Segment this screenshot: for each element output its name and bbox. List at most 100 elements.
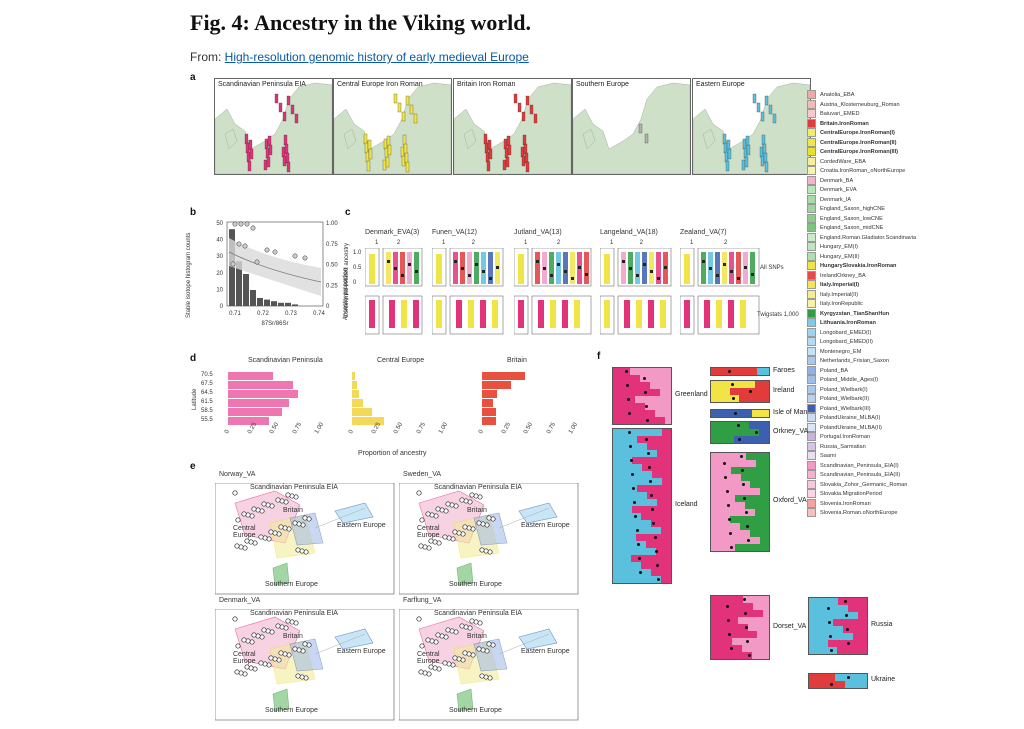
legend-swatch <box>807 299 816 308</box>
source-article-link[interactable]: High-resolution genomic history of early… <box>224 50 529 64</box>
point-estimate <box>387 260 390 263</box>
region-label: Russia <box>871 621 893 628</box>
ancestry-bar <box>407 252 412 284</box>
ancestry-segment <box>758 429 769 436</box>
column-number: 2 <box>396 240 401 246</box>
region-label-eastern: Eastern Europe <box>521 522 570 529</box>
point-estimate <box>489 277 492 280</box>
ancestry-bar <box>621 252 626 284</box>
point-estimate <box>731 383 735 386</box>
ancestry-segment <box>613 417 665 424</box>
map-panel: Britain Iron Roman <box>453 78 572 175</box>
legend-swatch <box>807 432 816 441</box>
point-estimate <box>716 274 719 277</box>
point-estimate <box>642 377 646 380</box>
x-tick: 0.71 <box>229 311 241 317</box>
point-estimate <box>747 654 751 657</box>
legend-item: Italy.Imperial(II) <box>807 289 858 299</box>
sample-marker <box>768 104 773 115</box>
sample-marker <box>759 146 764 158</box>
ancestry-bar <box>456 300 462 328</box>
ancestry-segment <box>613 457 633 464</box>
legend-swatch <box>807 99 816 109</box>
sample-marker <box>397 102 402 113</box>
sample-point <box>235 517 241 523</box>
ancestry-bar <box>604 300 610 328</box>
sample-point <box>418 543 424 549</box>
sample-point <box>258 534 264 540</box>
ancestry-bar <box>660 300 666 328</box>
legend-item: Kyrgyzstan_TianShanHun <box>807 308 890 318</box>
sample-point <box>419 517 425 523</box>
column-number: 1 <box>375 240 379 246</box>
x-tick: 0.72 <box>257 311 269 317</box>
x-tick: 0 <box>348 429 355 435</box>
sample-point <box>251 506 257 512</box>
y-axis-label-left: Stable isotope histogram counts <box>186 232 192 318</box>
y-tick-left: 40 <box>216 238 223 244</box>
point-estimate <box>709 267 712 270</box>
sample-marker <box>761 134 766 146</box>
legend-label: Poland_Wielbark(III) <box>820 405 871 412</box>
legend-label: England_Saxon_highCNE <box>820 205 885 212</box>
legend-item: CentralEurope.IronRoman(III) <box>807 147 898 156</box>
ancestry-segment <box>842 626 867 633</box>
region-label-britain: Britain <box>283 633 303 640</box>
point-estimate <box>496 266 499 269</box>
ancestry-bar <box>549 252 554 284</box>
sample-point <box>268 529 274 535</box>
ancestry-segment <box>711 523 740 530</box>
ancestry-bar <box>716 300 722 328</box>
sample-marker <box>485 151 490 163</box>
panel-label-d: d <box>190 353 197 364</box>
data-point <box>244 221 250 227</box>
histogram-bar <box>229 229 235 306</box>
point-estimate <box>742 483 746 486</box>
legend-swatch <box>807 242 816 251</box>
sample-marker <box>404 152 409 164</box>
panel-label-a: a <box>190 72 196 83</box>
sample-point <box>232 490 238 496</box>
ancestry-segment <box>852 633 867 640</box>
ancestry-segment <box>711 544 735 551</box>
legend-swatch <box>807 489 816 498</box>
sample-marker <box>383 138 388 150</box>
ancestry-bar <box>369 254 375 284</box>
sample-marker <box>762 143 767 155</box>
legend-label: Kyrgyzstan_TianShanHun <box>820 310 890 317</box>
map-title: Britain Iron Roman <box>457 81 516 88</box>
latitude-tick: 64.5 <box>201 390 213 396</box>
ancestry-segment <box>732 638 769 645</box>
sample-marker <box>405 161 410 173</box>
sample-point <box>261 627 267 633</box>
sample-point <box>302 515 308 521</box>
ancestry-segment <box>737 617 769 624</box>
sample-point <box>442 534 448 540</box>
region-label: Iceland <box>675 501 698 508</box>
ancestry-segment <box>644 403 671 410</box>
ancestry-bar <box>474 252 479 284</box>
point-estimate <box>749 390 753 393</box>
ancestry-segment <box>613 389 660 396</box>
region-ancestry-box <box>612 428 672 584</box>
ancestry-segment <box>656 499 671 506</box>
region-label-scandinavia: Scandinavian Peninsula EIA <box>250 610 338 617</box>
sample-marker <box>483 133 488 145</box>
ancestry-segment <box>613 569 651 576</box>
ancestry-bar <box>414 252 419 284</box>
sample-point <box>295 673 301 679</box>
sample-point <box>425 637 431 643</box>
point-estimate <box>742 598 746 601</box>
point-estimate <box>645 438 649 441</box>
legend-label: Baiuvari_EMED <box>820 110 860 117</box>
legend-label: Slovenia.Roman.oNorthEurope <box>820 509 898 516</box>
ancestry-segment <box>711 537 760 544</box>
latitude-tick: 61.5 <box>201 399 213 405</box>
legend-swatch <box>807 213 816 223</box>
x-tick: 0.75 <box>291 421 303 435</box>
ancestry-group-chart <box>365 248 423 335</box>
legend-item: Netherlands_Frisian_Saxon <box>807 356 889 365</box>
ancestry-bar <box>584 252 589 284</box>
sample-marker <box>244 133 249 145</box>
legend-label: England_Saxon_midCNE <box>820 224 884 231</box>
